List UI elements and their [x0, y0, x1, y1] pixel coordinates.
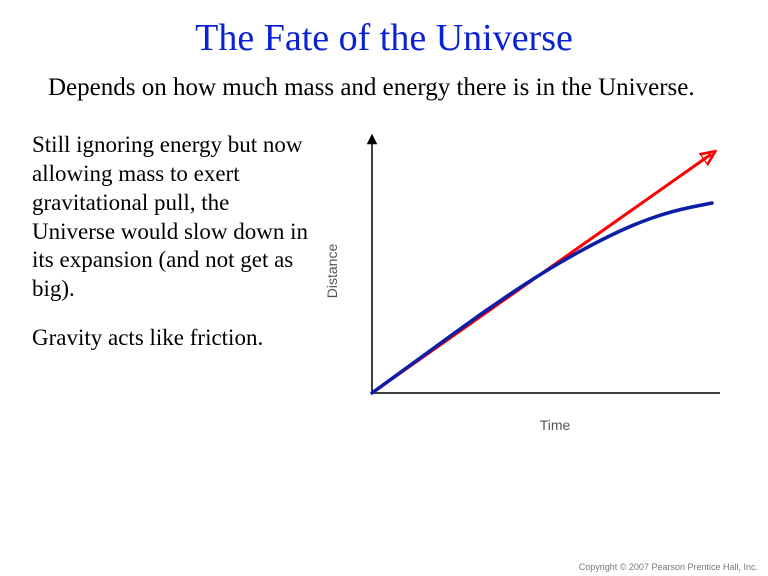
chart-container: Distance Time — [312, 131, 748, 433]
body-paragraph: Still ignoring energy but now allowing m… — [32, 131, 312, 304]
body-paragraph: Gravity acts like friction. — [32, 324, 312, 353]
chart-svg — [332, 131, 727, 411]
copyright-text: Copyright © 2007 Pearson Prentice Hall, … — [579, 562, 758, 572]
y-axis-label: Distance — [324, 244, 340, 298]
distance-time-chart: Distance — [332, 131, 727, 411]
subtitle-text: Depends on how much mass and energy ther… — [0, 60, 768, 103]
x-axis-label: Time — [332, 417, 748, 433]
content-row: Still ignoring energy but now allowing m… — [0, 103, 768, 433]
left-text-column: Still ignoring energy but now allowing m… — [32, 131, 312, 433]
page-title: The Fate of the Universe — [0, 0, 768, 60]
